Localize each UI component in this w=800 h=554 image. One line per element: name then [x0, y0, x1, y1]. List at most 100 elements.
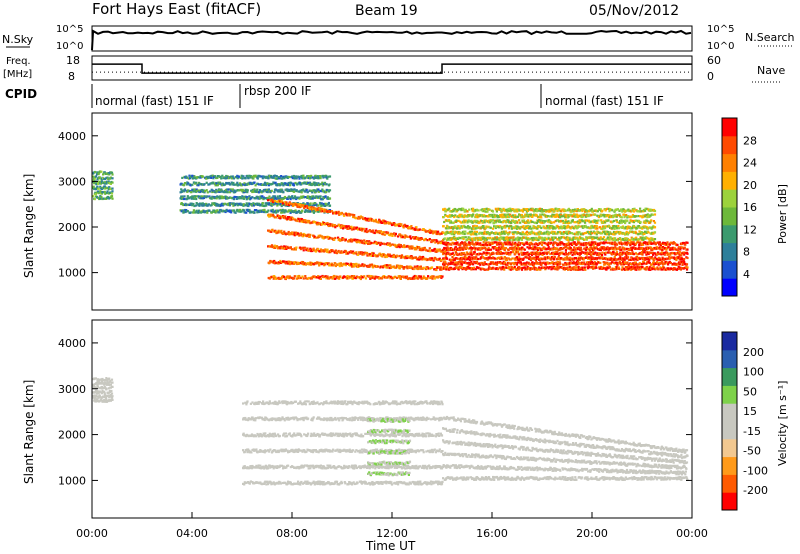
power-cell	[196, 176, 199, 179]
power-cell	[517, 243, 520, 247]
power-cell	[232, 183, 235, 186]
power-cell	[427, 275, 430, 278]
power-cell	[436, 266, 439, 269]
power-cell	[517, 261, 520, 264]
power-cell	[398, 254, 401, 258]
power-cell	[538, 262, 541, 265]
power-cell	[324, 202, 327, 205]
power-cell	[645, 258, 649, 261]
power-cell	[258, 189, 262, 192]
power-cell	[445, 227, 448, 230]
power-cell	[291, 177, 294, 180]
power-cell	[454, 261, 457, 264]
power-cell	[296, 202, 299, 205]
power-cell	[515, 248, 518, 251]
power-cell	[99, 185, 102, 188]
power-cell	[482, 241, 485, 244]
power-cell	[561, 242, 564, 245]
power-cell	[523, 263, 526, 266]
power-cell	[289, 233, 292, 236]
power-cell	[563, 243, 566, 246]
power-cell	[108, 196, 111, 199]
power-cell	[229, 196, 232, 199]
power-cell	[641, 247, 644, 250]
power-cell	[353, 265, 356, 268]
power-cell	[92, 185, 95, 188]
power-cell	[310, 277, 314, 280]
power-cell	[287, 183, 290, 187]
power-cell	[515, 263, 519, 266]
power-cell	[352, 250, 355, 253]
power-cell	[333, 238, 336, 241]
power-cell	[182, 203, 185, 207]
power-cell	[657, 241, 660, 244]
power-cell	[198, 190, 202, 194]
power-cell	[503, 256, 506, 259]
power-cell	[361, 241, 364, 244]
power-cell	[192, 202, 195, 206]
power-cell	[300, 211, 303, 214]
power-cell	[614, 246, 617, 249]
power-cell	[379, 241, 382, 244]
power-cell	[622, 246, 625, 250]
power-cell	[304, 205, 307, 208]
power-cell	[641, 256, 644, 259]
power-cell	[465, 246, 469, 249]
power-cell	[98, 181, 101, 184]
power-cell	[104, 181, 107, 184]
power-cell	[413, 246, 416, 250]
power-cell	[452, 252, 455, 255]
power-cell	[228, 191, 232, 194]
power-cell	[541, 253, 544, 256]
power-cell	[333, 224, 336, 227]
power-cell	[248, 198, 252, 201]
power-cell	[501, 252, 504, 255]
power-cell	[607, 248, 610, 251]
power-cell	[451, 262, 454, 265]
power-cell	[246, 196, 249, 199]
power-cell	[426, 230, 429, 233]
power-cell	[538, 266, 541, 269]
power-cell	[573, 241, 576, 244]
power-cell	[277, 262, 280, 265]
power-cell	[339, 213, 342, 216]
power-cell	[292, 174, 295, 178]
power-cell	[335, 224, 339, 228]
power-cell	[294, 219, 297, 222]
power-cell	[274, 276, 277, 279]
power-cell	[599, 247, 602, 250]
power-cell	[564, 248, 567, 252]
power-cell	[302, 174, 305, 177]
power-cell	[553, 258, 556, 261]
power-cell	[588, 241, 591, 244]
power-cell	[99, 182, 102, 185]
power-cell	[581, 251, 584, 254]
power-cell	[479, 257, 482, 260]
power-cell	[683, 261, 686, 264]
power-cell	[468, 256, 471, 259]
power-cell	[312, 211, 315, 214]
power-cell	[678, 251, 681, 254]
power-cell	[505, 242, 508, 245]
power-cell	[659, 258, 662, 261]
power-cell	[662, 241, 665, 244]
power-cell	[414, 265, 417, 269]
power-cell	[446, 246, 449, 249]
power-cell	[504, 261, 507, 264]
power-cell	[242, 209, 245, 212]
power-cell	[302, 196, 305, 199]
power-cell	[241, 203, 244, 206]
power-cell	[298, 274, 301, 278]
power-cell	[251, 196, 254, 199]
power-cell	[591, 263, 594, 266]
power-cell	[453, 215, 456, 219]
power-cell	[442, 225, 445, 228]
power-cell	[444, 260, 447, 264]
power-cell	[629, 267, 632, 270]
power-cell	[613, 258, 616, 261]
power-cell	[583, 257, 586, 260]
power-cell	[501, 242, 504, 245]
power-cell	[624, 256, 627, 259]
power-cell	[661, 248, 664, 251]
power-cell	[268, 261, 271, 264]
